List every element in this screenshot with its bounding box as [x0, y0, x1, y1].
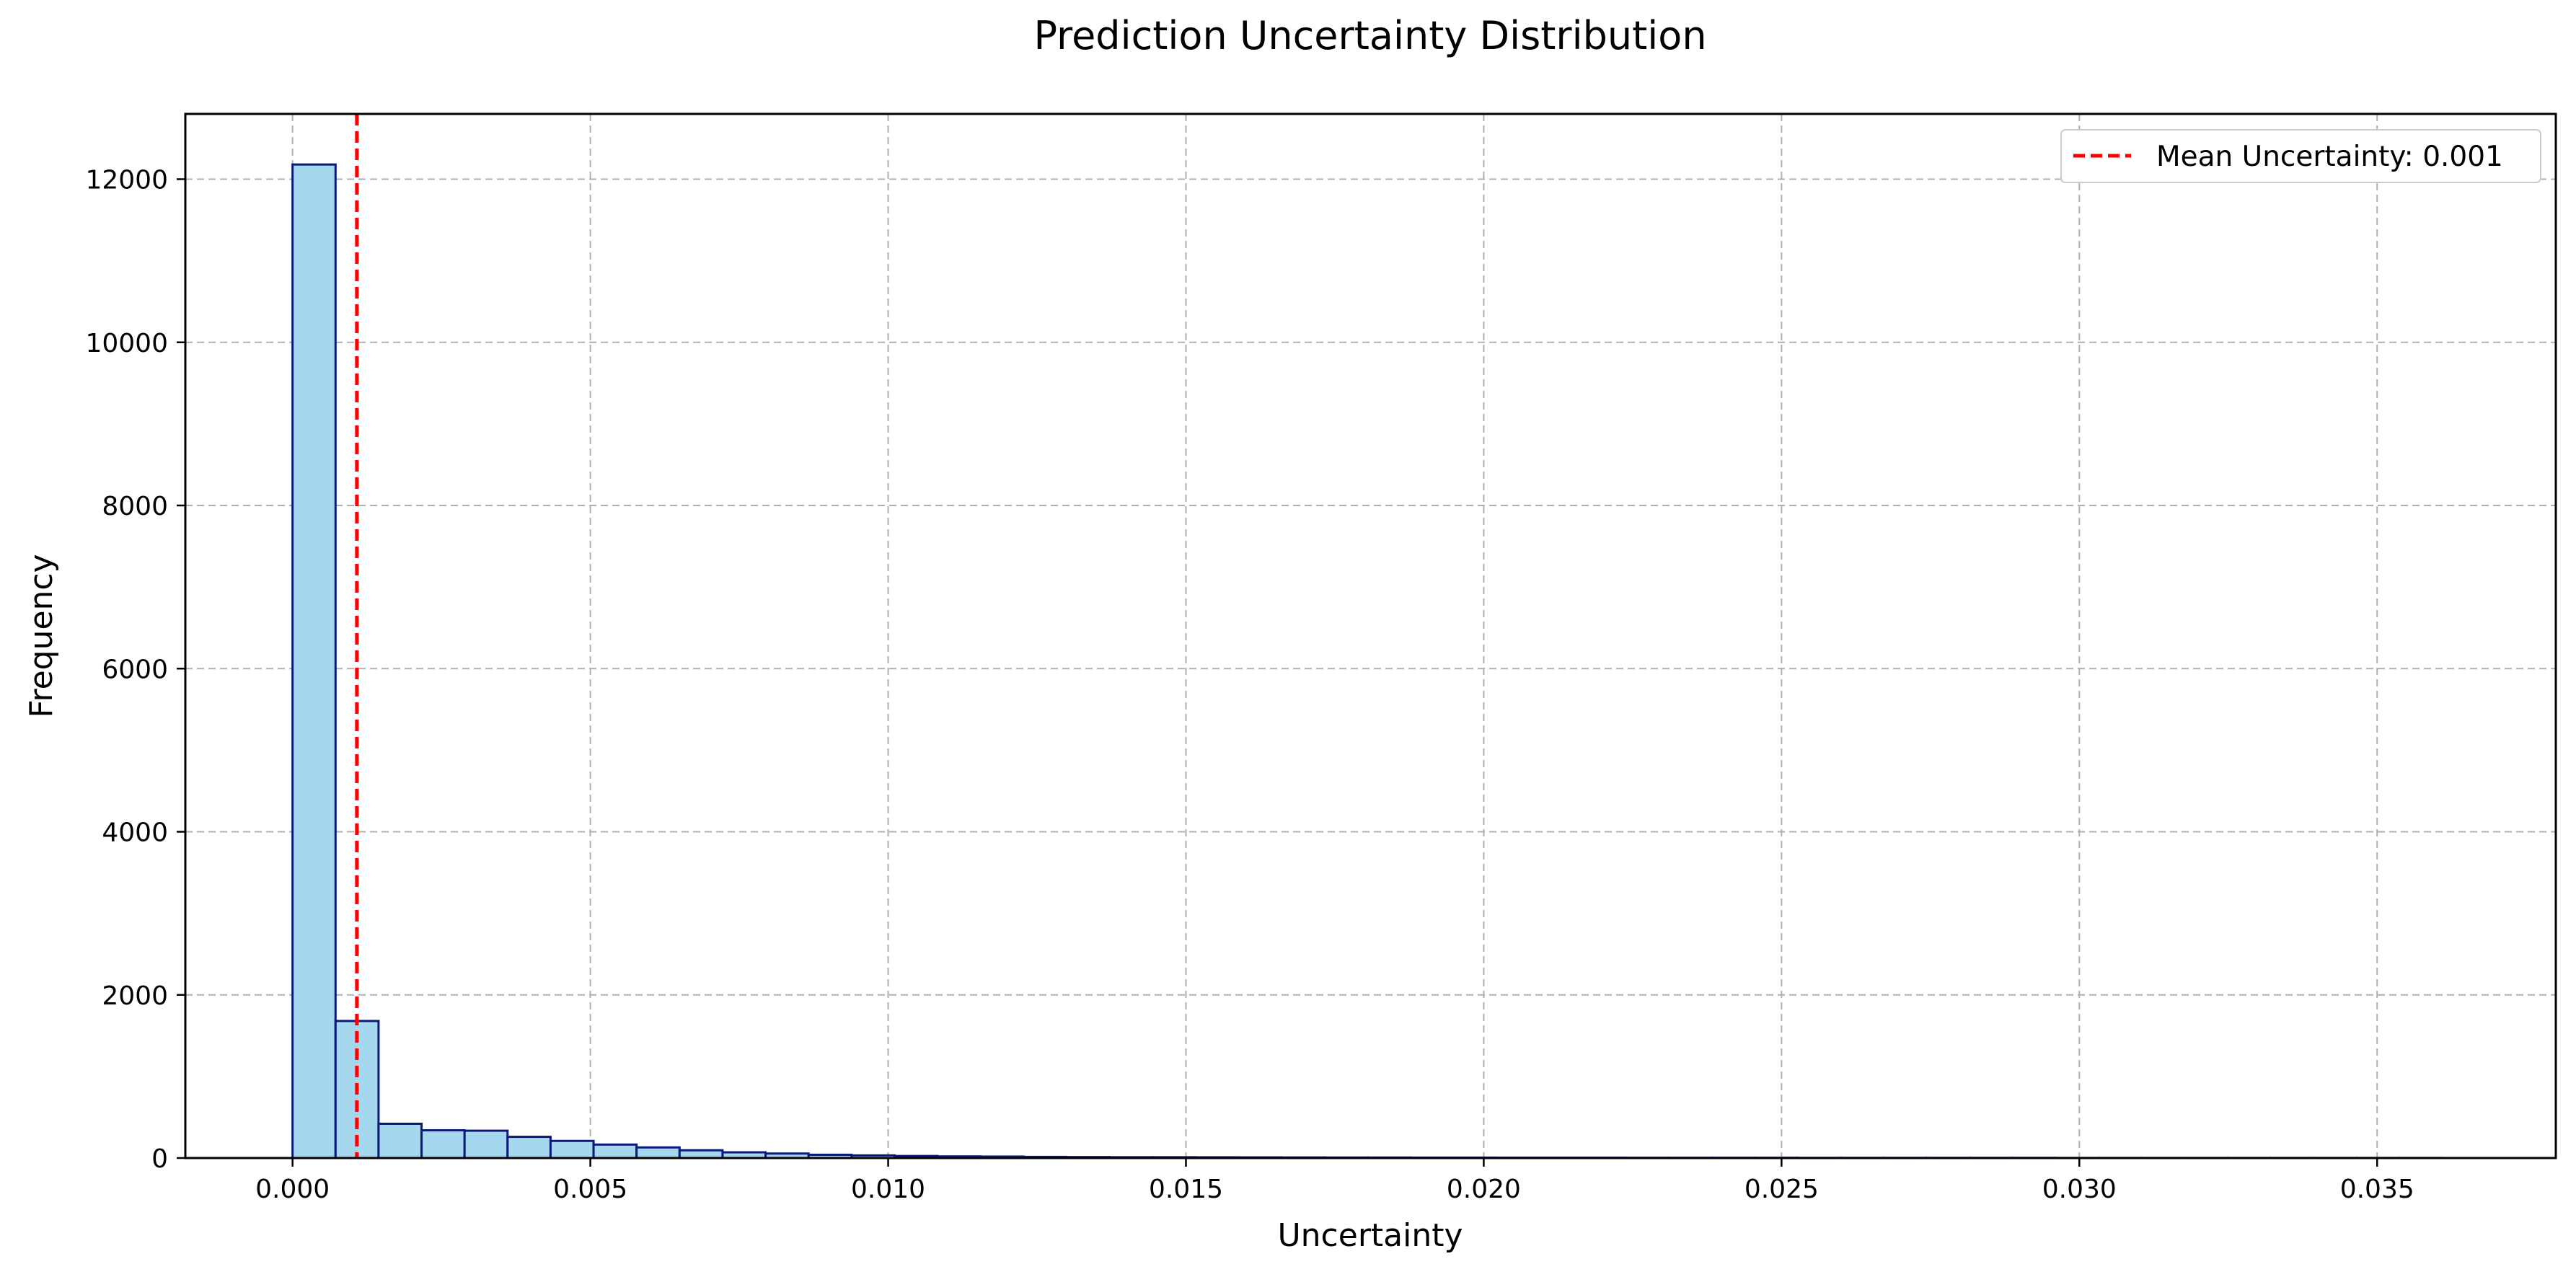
legend-label: Mean Uncertainty: 0.001 [2156, 141, 2503, 173]
y-axis-ticks: 0 2000 4000 6000 8000 10000 12000 [85, 166, 185, 1174]
x-tick-label-3: 0.015 [1149, 1175, 1223, 1204]
histogram-bar-4 [463, 1129, 509, 1159]
legend-box [2060, 129, 2541, 183]
histogram-bar-7 [592, 1143, 638, 1159]
histogram-bar-6 [549, 1139, 595, 1159]
histogram-bar-9 [678, 1149, 724, 1159]
plot-frame [184, 112, 2557, 1159]
y-tick-label-1: 2000 [102, 981, 168, 1011]
y-tick-label-5: 10000 [85, 329, 168, 358]
legend: Mean Uncertainty: 0.001 [2060, 129, 2541, 183]
x-tick-label-7: 0.035 [2340, 1175, 2414, 1204]
x-tick-label-0: 0.000 [255, 1175, 330, 1204]
y-tick-label-0: 0 [151, 1144, 168, 1174]
y-tick-label-6: 12000 [85, 166, 168, 195]
histogram-bar-8 [635, 1146, 681, 1159]
x-axis-ticks: 0.000 0.005 0.010 0.015 0.020 0.025 0.030 0.035 [255, 1158, 2414, 1204]
y-tick-label-3: 6000 [102, 655, 168, 684]
x-tick-label-6: 0.030 [2042, 1175, 2117, 1204]
x-tick-label-1: 0.005 [553, 1175, 627, 1204]
x-tick-label-5: 0.025 [1744, 1175, 1819, 1204]
histogram-bar-0 [291, 163, 337, 1159]
histogram-bar-2 [377, 1122, 423, 1159]
x-tick-label-2: 0.010 [851, 1175, 925, 1204]
histogram-bars [291, 163, 2444, 1159]
chart-title: Prediction Uncertainty Distribution [1033, 13, 1706, 58]
histogram-bar-3 [420, 1129, 466, 1159]
x-tick-label-4: 0.020 [1447, 1175, 1521, 1204]
y-tick-label-4: 8000 [102, 492, 168, 521]
y-axis-label: Frequency [23, 554, 60, 717]
y-tick-label-2: 4000 [102, 818, 168, 848]
x-axis-label: Uncertainty [1277, 1217, 1463, 1254]
histogram-bar-5 [506, 1136, 552, 1159]
